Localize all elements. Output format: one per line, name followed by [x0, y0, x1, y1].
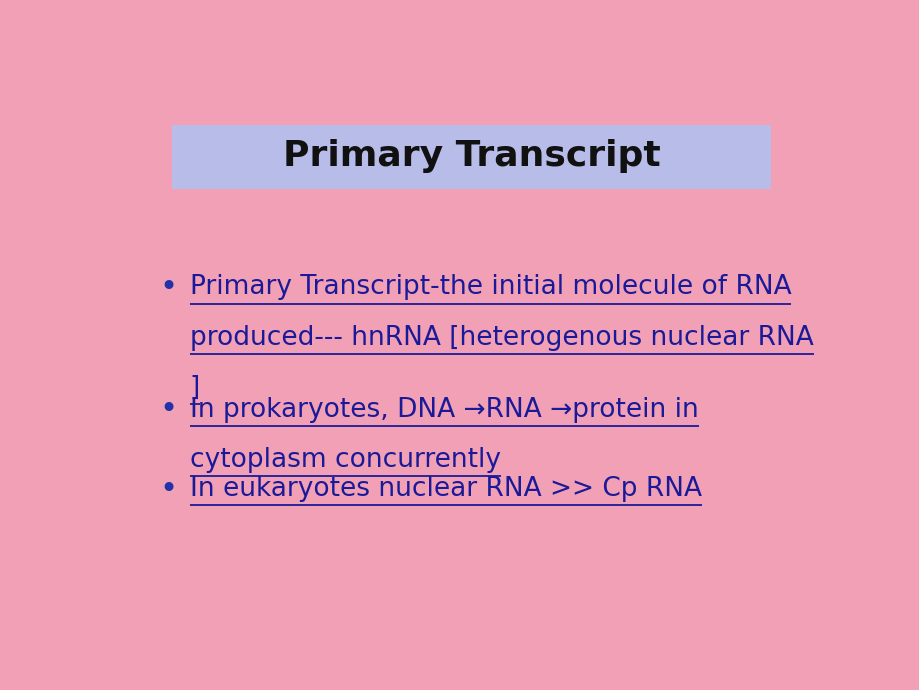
Text: •: •	[159, 273, 177, 302]
Text: In eukaryotes nuclear RNA >> Cp RNA: In eukaryotes nuclear RNA >> Cp RNA	[189, 476, 701, 502]
Text: Primary Transcript: Primary Transcript	[282, 139, 660, 173]
Text: produced--- hnRNA [heterogenous nuclear RNA: produced--- hnRNA [heterogenous nuclear …	[189, 325, 812, 351]
Text: •: •	[159, 395, 177, 424]
Text: •: •	[159, 475, 177, 504]
Text: cytoplasm concurrently: cytoplasm concurrently	[189, 447, 500, 473]
Text: Primary Transcript-the initial molecule of RNA: Primary Transcript-the initial molecule …	[189, 275, 790, 300]
Text: ]: ]	[189, 375, 200, 402]
FancyBboxPatch shape	[172, 126, 770, 189]
Text: In prokaryotes, DNA →RNA →protein in: In prokaryotes, DNA →RNA →protein in	[189, 397, 698, 422]
